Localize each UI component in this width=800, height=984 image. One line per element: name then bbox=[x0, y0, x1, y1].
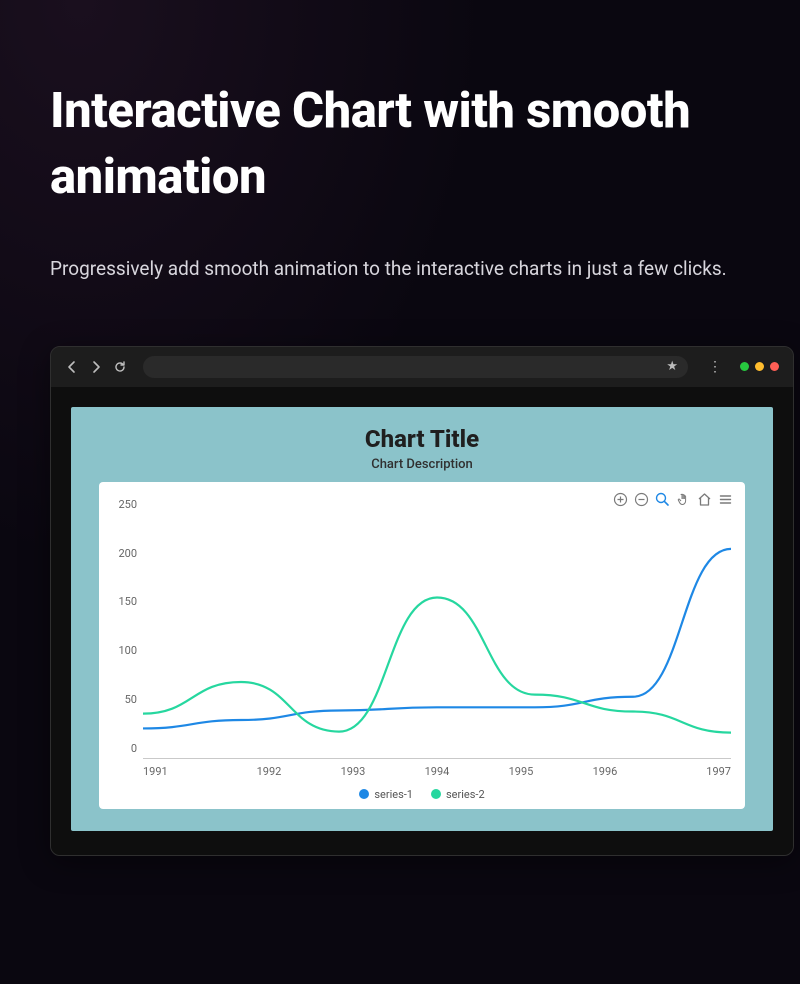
chart-description: Chart Description bbox=[371, 457, 473, 472]
y-tick: 100 bbox=[118, 644, 137, 657]
window-close-icon[interactable] bbox=[770, 362, 779, 371]
legend-item[interactable]: series-2 bbox=[431, 788, 485, 801]
x-tick: 1994 bbox=[395, 765, 479, 778]
reload-icon[interactable] bbox=[113, 360, 127, 374]
x-tick: 1993 bbox=[311, 765, 395, 778]
browser-toolbar: ★ ⋮ bbox=[51, 347, 793, 387]
forward-icon[interactable] bbox=[89, 360, 103, 374]
legend-item[interactable]: series-1 bbox=[359, 788, 413, 801]
y-tick: 250 bbox=[118, 498, 137, 511]
chart-title: Chart Title bbox=[365, 425, 479, 453]
x-tick: 1992 bbox=[227, 765, 311, 778]
y-tick: 0 bbox=[131, 742, 137, 755]
hero-title: Interactive Chart with smooth animation bbox=[50, 78, 750, 210]
x-axis: 1991199219931994199519961997 bbox=[143, 759, 731, 778]
y-tick: 150 bbox=[118, 595, 137, 608]
legend-swatch bbox=[359, 789, 369, 799]
legend-label: series-1 bbox=[374, 788, 413, 801]
legend-label: series-2 bbox=[446, 788, 485, 801]
browser-viewport: Chart Title Chart Description bbox=[51, 387, 793, 855]
window-maximize-icon[interactable] bbox=[755, 362, 764, 371]
browser-menu-icon[interactable]: ⋮ bbox=[706, 359, 724, 375]
chart-legend: series-1 series-2 bbox=[113, 778, 731, 801]
series-line[interactable] bbox=[143, 597, 731, 732]
window-minimize-icon[interactable] bbox=[740, 362, 749, 371]
back-icon[interactable] bbox=[65, 360, 79, 374]
hero-subtitle: Progressively add smooth animation to th… bbox=[50, 254, 750, 283]
window-controls bbox=[740, 362, 779, 371]
y-axis: 250 200 150 100 50 0 bbox=[113, 494, 143, 759]
x-tick: 1991 bbox=[143, 765, 227, 778]
bookmark-star-icon[interactable]: ★ bbox=[666, 359, 678, 374]
x-tick: 1997 bbox=[647, 765, 731, 778]
x-tick: 1996 bbox=[563, 765, 647, 778]
chart-card: 250 200 150 100 50 0 199119921993199419951996… bbox=[99, 482, 745, 809]
x-tick: 1995 bbox=[479, 765, 563, 778]
legend-swatch bbox=[431, 789, 441, 799]
browser-window: ★ ⋮ Chart Title Chart Description bbox=[50, 346, 794, 856]
chart-container: Chart Title Chart Description bbox=[71, 407, 773, 831]
address-bar[interactable]: ★ bbox=[143, 356, 688, 378]
y-tick: 50 bbox=[125, 693, 137, 706]
y-tick: 200 bbox=[118, 547, 137, 560]
plot-area[interactable] bbox=[143, 494, 731, 759]
series-line[interactable] bbox=[143, 549, 731, 729]
